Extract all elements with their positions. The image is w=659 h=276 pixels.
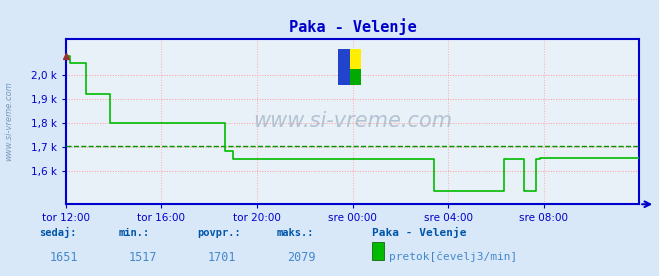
Text: povpr.:: povpr.:	[198, 228, 241, 238]
Text: 1651: 1651	[49, 251, 78, 264]
Text: 1701: 1701	[208, 251, 236, 264]
Bar	[338, 49, 350, 85]
Bar	[350, 69, 361, 85]
Text: 1517: 1517	[129, 251, 157, 264]
Text: maks.:: maks.:	[277, 228, 314, 238]
Text: www.si-vreme.com: www.si-vreme.com	[253, 112, 452, 131]
Text: sedaj:: sedaj:	[40, 227, 77, 238]
Text: Paka - Velenje: Paka - Velenje	[372, 227, 467, 238]
Title: Paka - Velenje: Paka - Velenje	[289, 18, 416, 35]
Text: 2079: 2079	[287, 251, 315, 264]
Text: min.:: min.:	[119, 228, 150, 238]
Bar	[338, 49, 361, 85]
Text: www.si-vreme.com: www.si-vreme.com	[4, 81, 13, 161]
Text: pretok[čevelj3/min]: pretok[čevelj3/min]	[389, 252, 517, 262]
